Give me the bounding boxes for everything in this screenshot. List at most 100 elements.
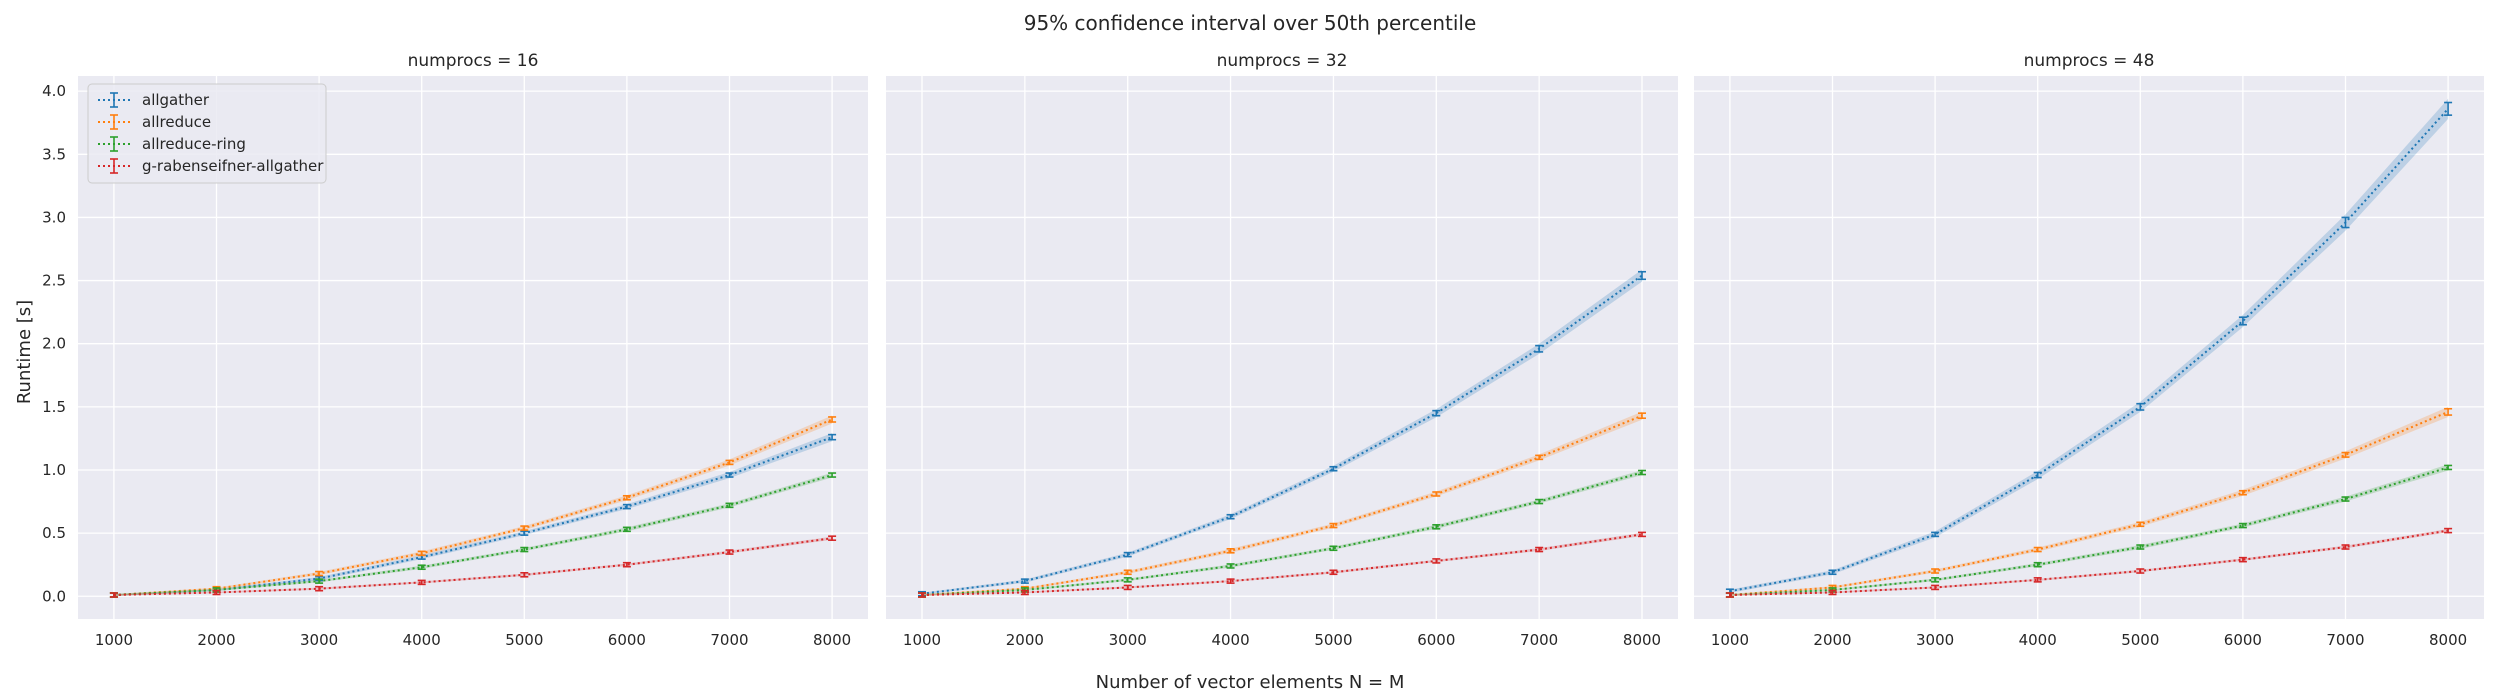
error-bar [622, 494, 631, 501]
panel-title: numprocs = 32 [1217, 51, 1348, 71]
y-tick-label: 1.5 [42, 398, 66, 416]
x-tick-label: 7000 [1520, 631, 1558, 649]
error-bar [2341, 544, 2350, 550]
error-bar [2444, 101, 2453, 116]
x-tick-label: 4000 [1211, 631, 1249, 649]
series-line [113, 537, 833, 597]
error-bar [417, 550, 426, 557]
error-bar [1535, 546, 1544, 553]
x-tick-label: 5000 [1314, 631, 1352, 649]
error-bar [1329, 465, 1338, 472]
error-bar [1329, 522, 1338, 529]
series-line [921, 274, 1643, 595]
error-bar [1020, 589, 1029, 596]
error-bar [1535, 498, 1544, 505]
x-tick-label: 8000 [2429, 631, 2467, 649]
error-bar [1432, 409, 1441, 417]
panel-2: 1000 2000 3000 4000 5000 6000 7000 8000 numprocs… [886, 51, 1678, 649]
error-bar [1638, 270, 1646, 281]
series-line [113, 418, 833, 597]
series-g-rabenseifner-allgather [109, 535, 837, 598]
x-tick-label: 4000 [403, 631, 441, 649]
legend-label: allgather [142, 91, 210, 109]
figure-title: 95% confidence interval over 50th percen… [1024, 11, 1477, 35]
error-bar [622, 561, 631, 568]
x-tick-label: 2000 [1813, 631, 1851, 649]
error-bar [1123, 584, 1132, 591]
error-bar [2238, 522, 2247, 529]
error-bar [2341, 216, 2350, 229]
legend-label: allreduce [142, 113, 211, 131]
series-line [921, 414, 1643, 597]
x-tick-label: 8000 [813, 631, 851, 649]
error-bar [520, 572, 529, 578]
y-tick-label: 1.0 [42, 461, 66, 479]
panel-background [1694, 76, 2484, 619]
x-tick-label: 6000 [608, 631, 646, 649]
error-bar [1432, 558, 1441, 564]
x-tick-label: 3000 [1109, 631, 1147, 649]
y-axis-label: Runtime [s] [14, 300, 35, 404]
series-line [921, 471, 1643, 597]
error-bar [1226, 578, 1235, 584]
error-bar [1226, 563, 1235, 569]
x-tick-label: 6000 [1417, 631, 1455, 649]
error-bar [520, 525, 529, 531]
error-bar [725, 549, 734, 555]
error-bar [417, 564, 426, 571]
error-bar [212, 589, 221, 596]
error-bar [1931, 531, 1940, 538]
error-bar [918, 592, 926, 598]
error-bar [1226, 548, 1235, 554]
error-bar [315, 578, 324, 584]
series-g-rabenseifner-allgather [1725, 527, 2453, 598]
y-tick-label: 0.5 [42, 524, 66, 542]
y-tick-label: 3.5 [42, 145, 66, 163]
error-bar [2238, 316, 2247, 326]
error-bar [2444, 527, 2453, 534]
y-tick-label: 3.0 [42, 208, 66, 226]
error-bar [725, 502, 734, 509]
error-bar [828, 416, 837, 423]
series-g-rabenseifner-allgather [918, 531, 1646, 598]
error-bar [417, 579, 426, 586]
panel-3: 1000 2000 3000 4000 5000 6000 7000 8000 numprocs… [1694, 51, 2484, 649]
series-line [1729, 410, 2449, 597]
error-bar [2238, 489, 2247, 496]
error-bar [2341, 451, 2350, 458]
legend-item-allreduce: allreduce [98, 113, 211, 131]
series-line [113, 436, 833, 597]
error-bar [1432, 491, 1441, 497]
error-bar [1226, 513, 1235, 520]
x-tick-label: 3000 [1916, 631, 1954, 649]
error-bar [1329, 545, 1338, 552]
series-line [921, 533, 1643, 597]
error-bar [520, 546, 529, 553]
y-tick-label: 4.0 [42, 82, 66, 100]
error-bar [315, 585, 324, 592]
x-tick-label: 1000 [903, 631, 941, 649]
x-tick-label: 5000 [505, 631, 543, 649]
legend: allgather allreduce allreduce-ring g-rabens… [87, 83, 327, 184]
error-bar [1329, 569, 1338, 576]
error-bar [1931, 568, 1940, 574]
error-bar [725, 459, 734, 466]
series-line [113, 474, 833, 597]
legend-item-allgather: allgather [98, 91, 210, 109]
panels: 1000 2000 3000 4000 5000 6000 7000 8000 0.0 0.5 1.… [42, 51, 2484, 649]
error-bar [828, 433, 837, 441]
x-tick-label: 3000 [300, 631, 338, 649]
error-bar [2033, 546, 2042, 553]
panel-title: numprocs = 48 [2024, 51, 2155, 71]
error-bar [1828, 569, 1837, 576]
x-tick-label: 4000 [2019, 631, 2057, 649]
x-tick-label: 1000 [1711, 631, 1749, 649]
x-tick-label: 2000 [1006, 631, 1044, 649]
y-tick-label: 2.0 [42, 335, 66, 353]
error-bar [1638, 469, 1646, 476]
error-bar [2444, 464, 2453, 471]
x-tick-label: 2000 [197, 631, 235, 649]
error-bar [2136, 568, 2145, 574]
series-allgather [1725, 98, 2453, 595]
